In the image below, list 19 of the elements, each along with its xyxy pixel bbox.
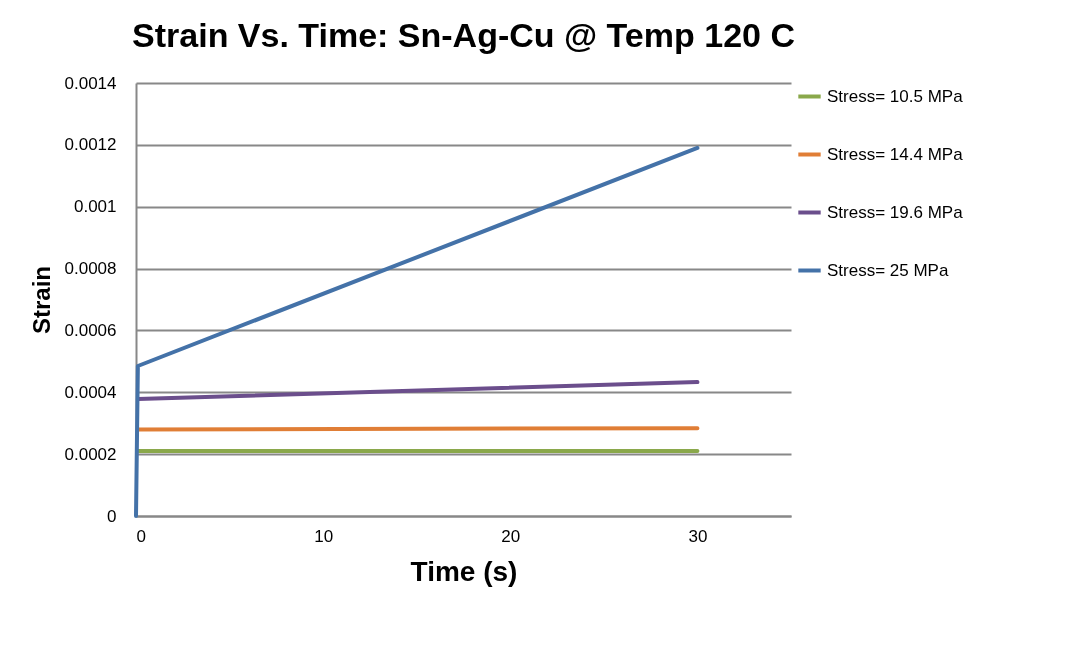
x-tick-label: 0 [136,526,146,546]
y-axis-title: Strain [27,265,55,335]
y-tick-label: 0.0002 [64,444,117,464]
legend-label: Stress= 10.5 MPa [827,86,964,106]
x-tick-label: 30 [688,526,708,546]
x-tick-label: 20 [501,526,521,546]
y-tick-label: 0.0014 [64,73,117,93]
y-tick-label: 0.0008 [64,259,117,279]
legend-label: Stress= 19.6 MPa [827,202,964,222]
chart-title: Strain Vs. Time: Sn-Ag-Cu @ Temp 120 C [132,16,795,54]
y-tick-label: 0 [107,506,117,526]
x-tick-label: 10 [314,526,334,546]
y-tick-label: 0.0006 [64,320,117,340]
legend-label: Stress= 25 MPa [827,260,949,280]
legend-label: Stress= 14.4 MPa [827,144,964,164]
y-tick-label: 0.001 [73,197,117,217]
y-tick-label: 0.0004 [64,382,117,402]
x-axis-title: Time (s) [410,555,518,587]
y-tick-label: 0.0012 [64,135,117,155]
